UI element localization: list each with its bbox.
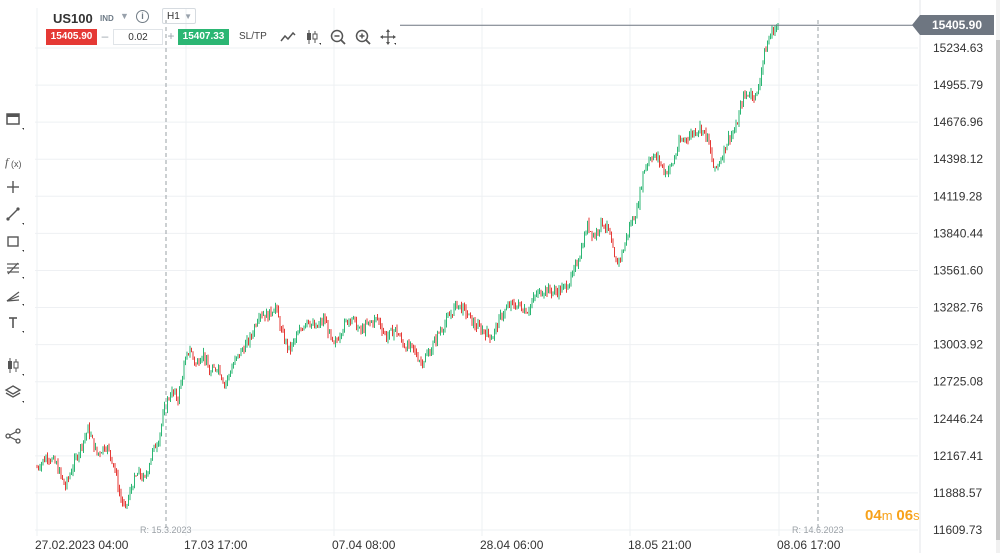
candle-countdown: 04m 06s	[865, 507, 920, 524]
zoom-in-icon[interactable]	[354, 28, 372, 46]
countdown-seconds-unit: s	[913, 508, 920, 523]
x-tick-label: 08.06 17:00	[777, 538, 841, 552]
chevron-down-icon: ▼	[184, 12, 192, 21]
quantity-increase-button[interactable]: +	[167, 29, 175, 43]
y-tick-label: 14119.28	[933, 189, 982, 203]
y-tick-label: 12167.41	[933, 449, 983, 463]
countdown-seconds: 06	[896, 507, 914, 524]
current-price-tag: 15405.90	[912, 15, 994, 36]
timeframe-value: H1	[167, 11, 180, 22]
timeframe-select[interactable]: H1 ▼	[162, 8, 196, 24]
instrument-type-badge: IND	[100, 14, 114, 23]
time-axis[interactable]: 27.02.2023 04:00 17.03 17:00 07.04 08:00 28…	[35, 538, 841, 552]
x-tick-label: 27.02.2023 04:00	[35, 538, 129, 552]
chevron-down-icon[interactable]: ▼	[120, 11, 129, 21]
layers-icon[interactable]	[4, 383, 24, 403]
trendline-icon[interactable]	[4, 205, 24, 225]
svg-text:(x): (x)	[11, 159, 22, 169]
y-tick-label: 14398.12	[933, 152, 983, 166]
quantity-decrease-button[interactable]: –	[101, 29, 109, 43]
fibonacci-icon[interactable]	[4, 259, 24, 279]
event-marker-label: R: 15.3.2023	[140, 525, 192, 535]
chart-type-icon[interactable]	[4, 356, 24, 376]
y-tick-label: 13282.76	[933, 301, 983, 315]
x-tick-label: 28.04 06:00	[480, 538, 544, 552]
line-chart-icon[interactable]	[279, 28, 297, 46]
x-tick-label: 17.03 17:00	[184, 538, 248, 552]
indicators-icon[interactable]: f (x)	[4, 152, 24, 172]
move-icon[interactable]	[379, 28, 397, 46]
y-tick-label: 14955.79	[933, 78, 983, 92]
x-tick-label: 18.05 21:00	[628, 538, 692, 552]
y-tick-label: 14676.96	[933, 115, 983, 129]
sell-button[interactable]: 15405.90	[46, 29, 97, 45]
countdown-minutes: 04	[865, 507, 882, 524]
zoom-out-icon[interactable]	[329, 28, 347, 46]
info-icon[interactable]: i	[136, 10, 149, 23]
y-tick-label: 13003.92	[933, 338, 983, 352]
rectangle-icon[interactable]	[4, 232, 24, 252]
svg-text:f: f	[5, 155, 10, 169]
text-icon[interactable]	[4, 313, 24, 333]
buy-button[interactable]: 15407.33	[178, 29, 229, 45]
event-marker-label: R: 14.6.2023	[792, 525, 844, 535]
y-tick-label: 12725.08	[933, 375, 983, 389]
candlestick-series	[36, 22, 779, 509]
event-markers: R: 15.3.2023 R: 14.6.2023	[140, 20, 844, 535]
pitchfork-icon[interactable]	[4, 286, 24, 306]
y-tick-label: 15234.63	[933, 41, 983, 55]
countdown-minutes-unit: m	[881, 508, 893, 523]
y-tick-label: 11888.57	[933, 486, 982, 500]
drawing-toolbar: f (x)	[0, 108, 28, 448]
sltp-button[interactable]: SL/TP	[239, 31, 267, 42]
candlestick-icon[interactable]	[304, 28, 322, 46]
x-tick-label: 07.04 08:00	[332, 538, 396, 552]
y-tick-label: 13561.60	[933, 263, 983, 277]
window-icon[interactable]	[4, 110, 24, 130]
y-tick-label: 12446.24	[933, 412, 983, 426]
scrollbar-thumb[interactable]	[996, 40, 1000, 540]
chart-grid	[35, 0, 921, 553]
symbol-name[interactable]: US100	[53, 11, 93, 26]
share-icon[interactable]	[4, 426, 24, 446]
chart-toolbar: US100 IND ▼ i H1 ▼ 15405.90 – 0.02 + 154…	[34, 7, 404, 49]
quantity-input[interactable]: 0.02	[113, 29, 163, 45]
crosshair-icon[interactable]	[4, 178, 24, 198]
price-axis[interactable]: 15234.63 14955.79 14676.96 14398.12 14119.28…	[933, 41, 983, 537]
y-tick-label: 13840.44	[933, 226, 983, 240]
y-tick-label: 11609.73	[933, 523, 982, 537]
vertical-scrollbar[interactable]	[996, 0, 1000, 553]
